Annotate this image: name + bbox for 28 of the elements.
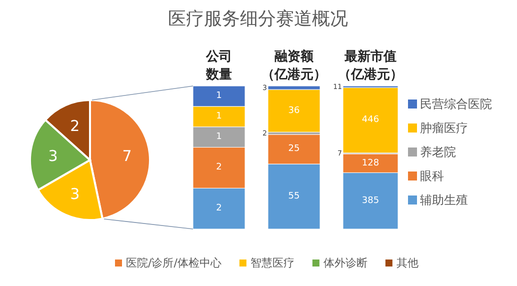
chart-title: 融资额（亿港元） — [262, 48, 326, 82]
data-label: 128 — [362, 158, 380, 168]
data-label: 3 — [48, 147, 58, 166]
legend-label: 体外诊断 — [323, 256, 368, 270]
legend-label: 民营综合医院 — [420, 97, 492, 111]
data-label: 3 — [70, 184, 80, 203]
data-label: 25 — [288, 144, 300, 154]
data-label: 55 — [288, 192, 300, 202]
legend-label: 辅助生殖 — [420, 193, 468, 207]
data-label: 36 — [288, 106, 300, 116]
series-label: 肿瘤医疗 — [420, 121, 468, 135]
data-label: 1 — [216, 91, 222, 102]
data-label: 2 — [216, 162, 222, 173]
data-label: 2 — [216, 204, 222, 214]
data-label: 1 — [216, 132, 222, 142]
data-label: 446 — [362, 115, 380, 126]
legend-label: 医院/诊所/体检中心 — [126, 256, 222, 270]
legend-label: 养老院 — [420, 145, 456, 159]
legend-label: 智慧医疗 — [250, 256, 294, 270]
data-label: 385 — [362, 196, 380, 206]
data-label: 1 — [216, 112, 222, 122]
data-label: 2 — [70, 117, 80, 136]
legend-label: 其他 — [396, 256, 418, 270]
legend-label: 眼科 — [420, 169, 444, 183]
data-label: 7 — [122, 147, 132, 166]
chart-title: 医疗服务细分赛道概况 — [168, 8, 348, 30]
chart-title: 公司数量 — [205, 50, 232, 82]
chart-title: 最新市值（亿港元） — [338, 48, 403, 82]
